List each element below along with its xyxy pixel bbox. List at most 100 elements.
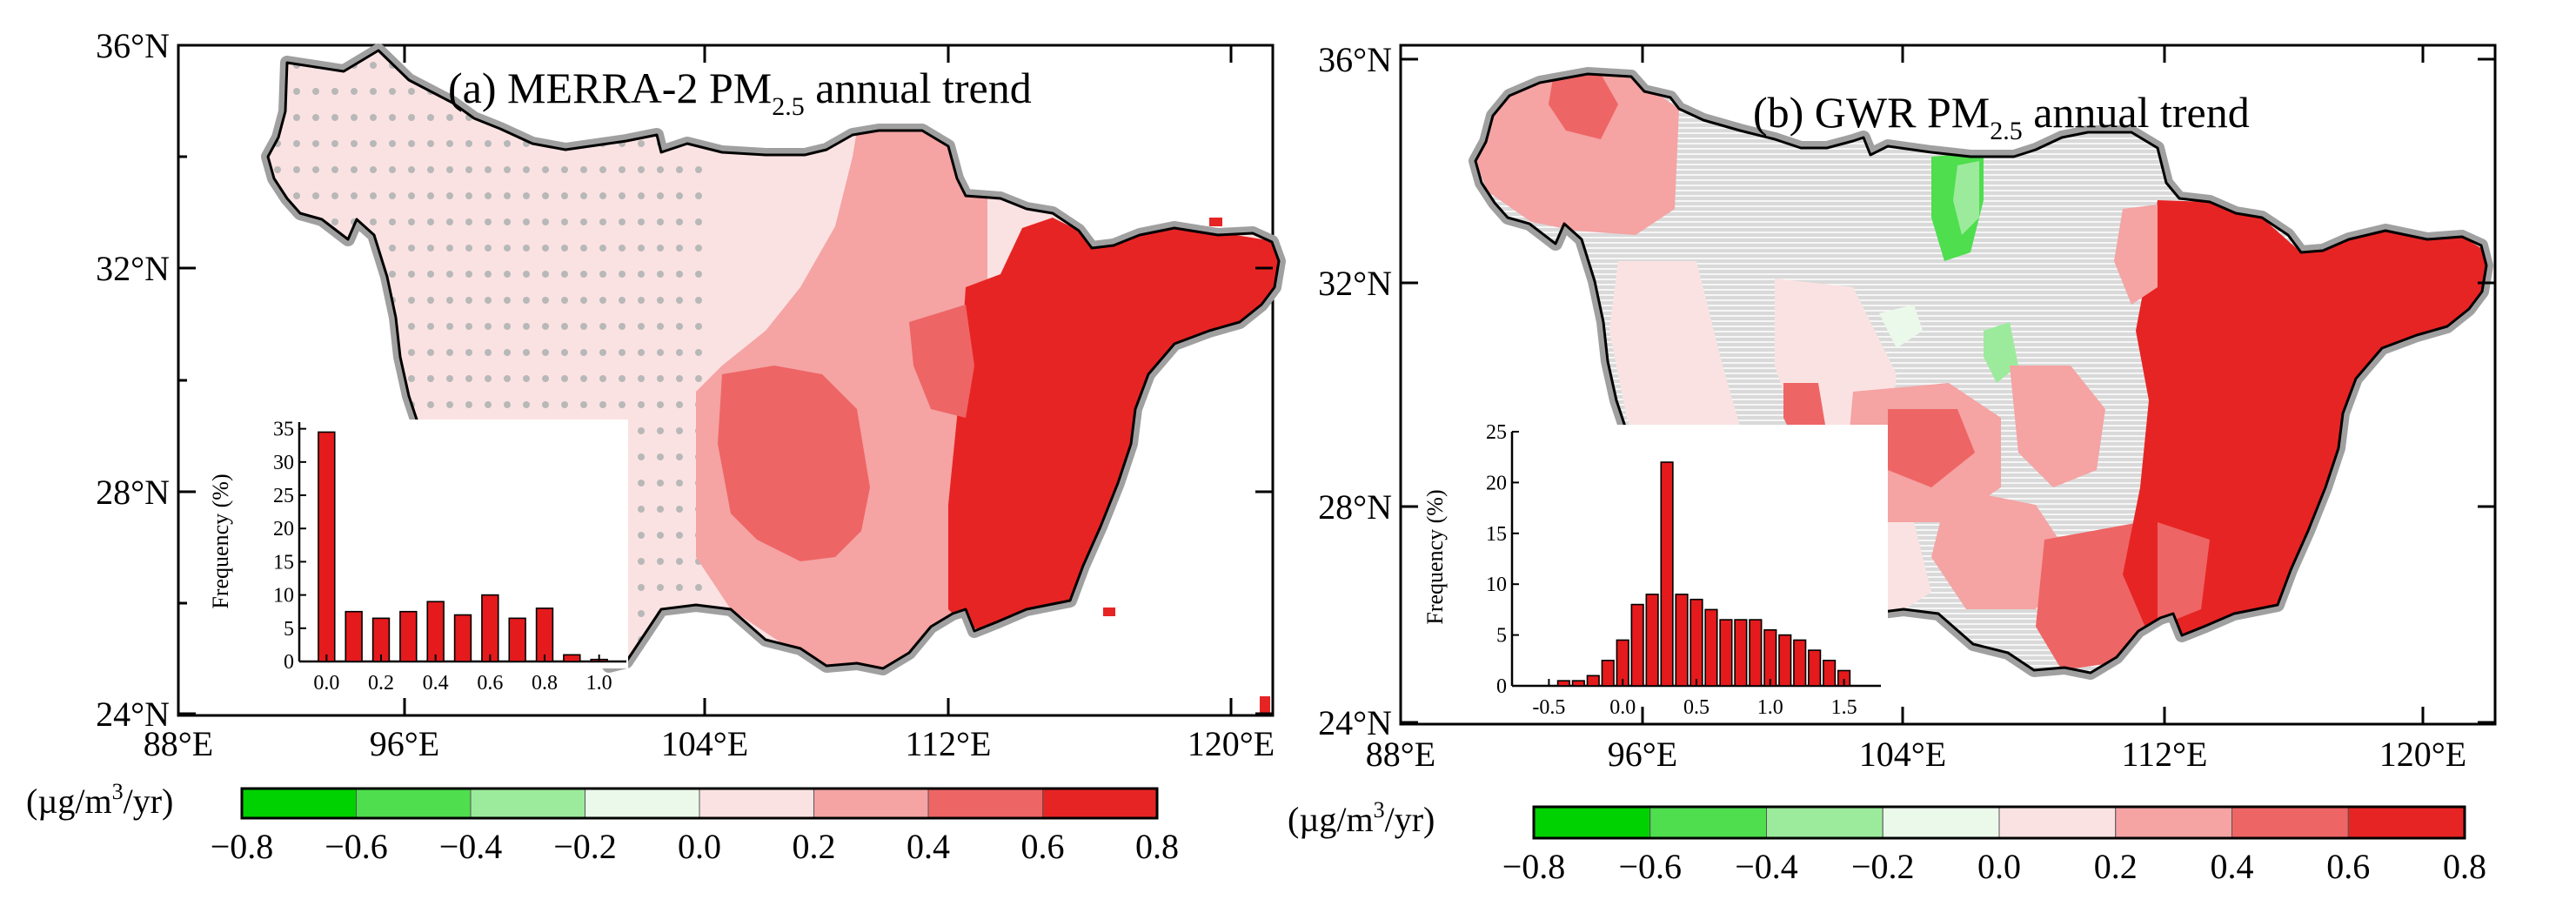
colorbar-tick-label: 0.6 <box>2326 847 2370 886</box>
colorbar-tick-label: 0.4 <box>2211 847 2254 886</box>
inset-y-tick-label: 5 <box>284 618 294 641</box>
panel-title: (b) GWR PM2.5 annual trend <box>1753 88 2250 145</box>
map-ticks <box>177 44 1273 715</box>
inset-histogram: 0 5 10 15 20 25 -0.5 0.0 0.5 1.0 1.5 Frequency (%… <box>1422 421 1888 719</box>
colorbar-cell <box>2347 806 2466 839</box>
histogram-bar <box>1660 461 1674 687</box>
histogram-bar <box>1793 639 1807 687</box>
colorbar-tick-label: −0.6 <box>1618 847 1682 886</box>
histogram-bar <box>1808 649 1822 687</box>
colorbar-cell <box>2231 806 2349 839</box>
colorbar-tick-label: −0.2 <box>1851 847 1915 886</box>
colorbar-tick-label: 0.6 <box>1021 827 1065 866</box>
histogram-bar <box>453 614 472 662</box>
histogram-bar <box>399 610 418 662</box>
inset-y-tick-label: 0 <box>284 651 294 674</box>
inset-y-tick-label: 15 <box>1486 523 1507 546</box>
histogram-bar <box>1586 675 1600 687</box>
histogram-bar <box>1823 659 1837 687</box>
inset-x-tick-label: 0.4 <box>423 672 449 695</box>
colorbar-cell <box>585 788 700 819</box>
panel-b: 36°N 32°N 28°N 24°N 88°E 96°E 104°E 112°… <box>1288 0 2576 913</box>
colorbar-cell <box>2115 806 2232 839</box>
histogram-bar <box>1704 608 1718 687</box>
colorbar-cell <box>1766 806 1883 839</box>
colorbar-tick-label: 0.4 <box>907 827 950 866</box>
colorbar-tick-label: −0.2 <box>553 827 617 866</box>
lat-label: 32°N <box>1318 264 1392 303</box>
colorbar-cell <box>813 788 929 819</box>
stray-cell <box>1103 608 1115 616</box>
lon-label: 88°E <box>1366 735 1435 774</box>
lon-label: 104°E <box>661 724 748 763</box>
lat-label: 24°N <box>96 695 170 734</box>
inset-x-tick-label: 0.0 <box>1609 696 1636 719</box>
inset-y-tick-label: 5 <box>1496 625 1507 648</box>
histogram-bar <box>1734 619 1748 687</box>
lon-label: 104°E <box>1859 735 1946 774</box>
lat-label: 36°N <box>96 26 170 65</box>
colorbar-tick-label: 0.0 <box>678 827 721 866</box>
colorbar-tick-label: −0.8 <box>211 827 274 866</box>
inset-histogram: 0 5 10 15 20 25 30 35 0.0 0.2 0.4 0.6 0.8 1.0 Freque… <box>208 419 628 695</box>
histogram-bar <box>508 617 526 662</box>
lon-label: 120°E <box>2379 735 2466 774</box>
panel-a: 36°N 32°N 28°N 24°N 88°E 96°E 104°E 112°… <box>26 26 1286 866</box>
colorbar: −0.8 −0.6 −0.4 −0.2 0.0 0.2 0.4 0.6 0.8 (µg/m3/y… <box>1288 797 2486 886</box>
title-sub: 2.5 <box>772 92 805 121</box>
stray-cell <box>1260 696 1270 714</box>
colorbar-cell <box>241 788 357 819</box>
histogram-bar <box>1571 680 1585 687</box>
colorbar-tick-label: 0.0 <box>1977 847 2021 886</box>
colorbar-cell <box>1042 788 1158 819</box>
lat-label: 28°N <box>96 473 170 512</box>
lon-label: 88°E <box>144 724 213 763</box>
inset-y-tick-label: 30 <box>273 452 294 474</box>
colorbar-cell <box>1882 806 2000 839</box>
inset-x-tick-label: 0.8 <box>532 672 558 695</box>
inset-y-tick-label: 10 <box>273 585 294 608</box>
inset-x-tick-label: 1.5 <box>1831 696 1857 719</box>
colorbar: −0.8 −0.6 −0.4 −0.2 0.0 0.2 0.4 0.6 0.8 (µg/m3/y… <box>26 779 1179 866</box>
colorbar-cell <box>470 788 585 819</box>
inset-y-tick-label: 25 <box>273 485 294 507</box>
colorbar-tick-label: −0.4 <box>439 827 503 866</box>
histogram-bar <box>345 610 363 662</box>
panel-a-figure: 36°N 32°N 28°N 24°N 88°E 96°E 104°E 112°… <box>26 26 1286 866</box>
histogram-bar <box>481 594 499 662</box>
panel-b-figure: 36°N 32°N 28°N 24°N 88°E 96°E 104°E 112°… <box>1288 40 2497 886</box>
histogram-bar <box>1763 628 1777 687</box>
histogram-bar <box>1689 598 1703 687</box>
histogram-bar <box>563 654 581 662</box>
histogram-bar <box>1645 594 1659 687</box>
inset-y-label: Frequency (%) <box>208 473 233 608</box>
colorbar-cell <box>356 788 472 819</box>
inset-x-tick-label: 0.0 <box>313 672 339 695</box>
histogram-bar <box>318 431 336 662</box>
lat-label: 28°N <box>1318 487 1392 527</box>
panel-title: (a) MERRA-2 PM2.5 annual trend <box>448 64 1032 121</box>
histogram-bar <box>1630 603 1644 687</box>
inset-y-tick-label: 20 <box>1486 472 1507 494</box>
histogram-bar <box>426 601 445 662</box>
title-prefix: (a) MERRA-2 PM <box>448 64 772 112</box>
inset-y-tick-label: 15 <box>273 551 294 574</box>
colorbar-tick-label: −0.4 <box>1735 847 1798 886</box>
title-sub: 2.5 <box>1990 117 2023 145</box>
title-prefix: (b) GWR PM <box>1753 88 1990 137</box>
colorbar-unit: (µg/m3/yr) <box>1288 797 1435 839</box>
inset-y-label: Frequency (%) <box>1422 489 1448 624</box>
inset-y-tick-label: 0 <box>1496 675 1507 698</box>
colorbar-tick-label: 0.8 <box>2443 847 2486 886</box>
colorbar-frame <box>240 787 1159 820</box>
histogram-bar <box>1778 634 1792 687</box>
colorbar-tick-label: 0.2 <box>2094 847 2138 886</box>
stray-cell <box>1209 218 1222 226</box>
title-suffix: annual trend <box>2023 88 2250 137</box>
histogram-bar <box>1601 659 1615 687</box>
lon-label: 96°E <box>370 724 439 763</box>
histogram-bar <box>1719 619 1733 687</box>
colorbar-cell <box>699 788 814 819</box>
title-suffix: annual trend <box>805 64 1032 112</box>
lon-label: 112°E <box>2122 735 2208 774</box>
